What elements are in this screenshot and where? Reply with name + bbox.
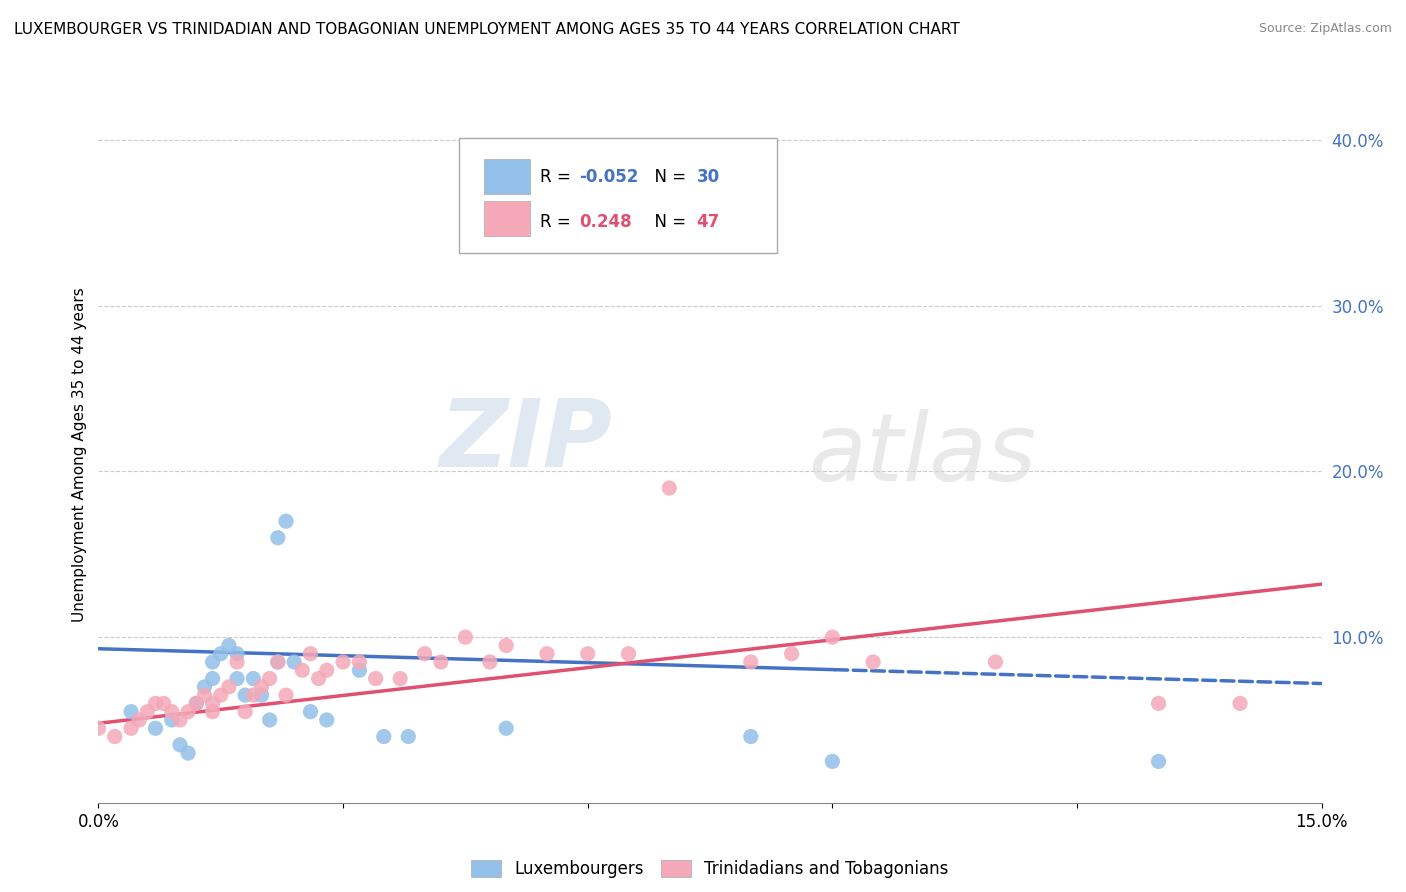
- Point: [226, 647, 249, 661]
- Point: [267, 655, 290, 669]
- Point: [193, 688, 215, 702]
- Text: Source: ZipAtlas.com: Source: ZipAtlas.com: [1258, 22, 1392, 36]
- Text: LUXEMBOURGER VS TRINIDADIAN AND TOBAGONIAN UNEMPLOYMENT AMONG AGES 35 TO 44 YEAR: LUXEMBOURGER VS TRINIDADIAN AND TOBAGONI…: [14, 22, 960, 37]
- Text: 47: 47: [696, 213, 720, 231]
- Point: [299, 705, 322, 719]
- Point: [267, 531, 290, 545]
- Point: [274, 514, 297, 528]
- Point: [267, 655, 290, 669]
- Point: [430, 655, 453, 669]
- Point: [821, 630, 844, 644]
- Point: [478, 655, 501, 669]
- Point: [389, 672, 412, 686]
- FancyBboxPatch shape: [460, 138, 778, 253]
- Point: [169, 713, 191, 727]
- Point: [233, 688, 256, 702]
- Point: [120, 705, 142, 719]
- Point: [740, 730, 762, 744]
- Point: [120, 721, 142, 735]
- Point: [177, 705, 200, 719]
- Point: [740, 655, 762, 669]
- Point: [152, 697, 174, 711]
- Point: [349, 663, 371, 677]
- Point: [145, 697, 167, 711]
- Point: [193, 680, 215, 694]
- Point: [1229, 697, 1251, 711]
- Point: [308, 672, 330, 686]
- Point: [218, 639, 240, 653]
- Legend: Luxembourgers, Trinidadians and Tobagonians: Luxembourgers, Trinidadians and Tobagoni…: [465, 854, 955, 885]
- Point: [201, 705, 224, 719]
- Point: [226, 655, 249, 669]
- Point: [169, 738, 191, 752]
- FancyBboxPatch shape: [484, 201, 530, 235]
- Text: 0.248: 0.248: [579, 213, 631, 231]
- Point: [658, 481, 681, 495]
- Text: R =: R =: [540, 213, 581, 231]
- Point: [396, 730, 419, 744]
- Point: [984, 655, 1007, 669]
- Point: [373, 730, 395, 744]
- Point: [201, 697, 224, 711]
- Point: [160, 705, 183, 719]
- Point: [332, 655, 354, 669]
- Point: [1147, 755, 1170, 769]
- Point: [454, 630, 477, 644]
- Text: atlas: atlas: [808, 409, 1036, 500]
- Point: [226, 672, 249, 686]
- Point: [209, 688, 232, 702]
- Point: [283, 655, 305, 669]
- Point: [242, 672, 264, 686]
- Point: [201, 672, 224, 686]
- Point: [250, 688, 273, 702]
- Point: [315, 663, 337, 677]
- Point: [413, 647, 436, 661]
- Point: [576, 647, 599, 661]
- Point: [291, 663, 314, 677]
- Point: [160, 713, 183, 727]
- Point: [209, 647, 232, 661]
- Point: [259, 672, 281, 686]
- Point: [862, 655, 884, 669]
- Point: [617, 647, 640, 661]
- Point: [87, 721, 110, 735]
- FancyBboxPatch shape: [484, 159, 530, 194]
- Point: [186, 697, 208, 711]
- Point: [259, 713, 281, 727]
- Point: [1147, 697, 1170, 711]
- Point: [145, 721, 167, 735]
- Point: [128, 713, 150, 727]
- Point: [250, 680, 273, 694]
- Point: [821, 755, 844, 769]
- Point: [136, 705, 159, 719]
- Point: [536, 647, 558, 661]
- Y-axis label: Unemployment Among Ages 35 to 44 years: Unemployment Among Ages 35 to 44 years: [72, 287, 87, 623]
- Point: [315, 713, 337, 727]
- Point: [242, 688, 264, 702]
- Point: [233, 705, 256, 719]
- Point: [177, 746, 200, 760]
- Point: [186, 697, 208, 711]
- Point: [364, 672, 387, 686]
- Point: [299, 647, 322, 661]
- Text: N =: N =: [644, 213, 692, 231]
- Text: -0.052: -0.052: [579, 168, 638, 186]
- Text: R =: R =: [540, 168, 576, 186]
- Point: [349, 655, 371, 669]
- Point: [218, 680, 240, 694]
- Point: [780, 647, 803, 661]
- Point: [495, 721, 517, 735]
- Point: [104, 730, 127, 744]
- Text: N =: N =: [644, 168, 692, 186]
- Point: [201, 655, 224, 669]
- Point: [495, 639, 517, 653]
- Point: [274, 688, 297, 702]
- Text: ZIP: ZIP: [439, 395, 612, 487]
- Text: 30: 30: [696, 168, 720, 186]
